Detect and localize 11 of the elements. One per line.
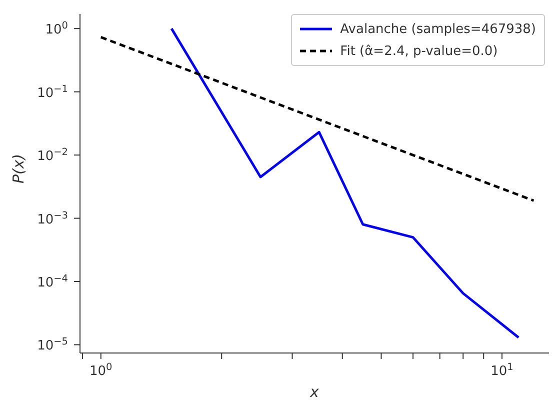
legend-label: Avalanche (samples=467938) xyxy=(340,22,536,36)
y-tick-label: 10$^{−5}$ xyxy=(37,336,68,354)
y-axis-title: P(x) xyxy=(9,154,28,184)
y-tick-label: 10$^{−3}$ xyxy=(37,210,68,228)
y-tick-label: 10$^{0}$ xyxy=(45,20,68,38)
legend-label: Fit (α̂=2.4, p-value=0.0) xyxy=(340,44,498,58)
y-tick-label: 10$^{−2}$ xyxy=(37,146,68,164)
y-tick-label: 10$^{−4}$ xyxy=(37,273,68,290)
x-tick-label: 10$^{1}$ xyxy=(490,362,514,379)
y-tick-label: 10$^{−1}$ xyxy=(37,83,68,101)
x-axis-title: x xyxy=(309,383,320,401)
